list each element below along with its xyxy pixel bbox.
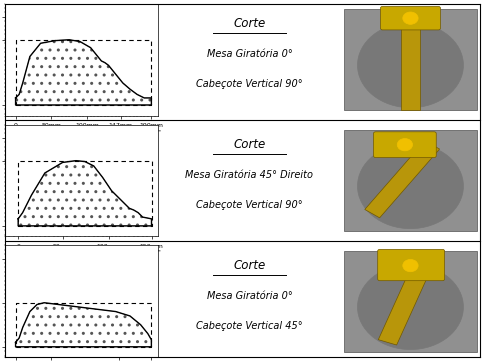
Text: Corte: Corte xyxy=(233,17,265,30)
FancyBboxPatch shape xyxy=(343,251,476,352)
Text: Cabeçote Vertical 45°: Cabeçote Vertical 45° xyxy=(196,321,302,331)
Text: Cabeçote Vertical 90°: Cabeçote Vertical 90° xyxy=(196,200,302,210)
Text: Corte: Corte xyxy=(233,259,265,272)
Text: Mesa Giratória 0°: Mesa Giratória 0° xyxy=(206,49,292,59)
Bar xyxy=(400,7,419,110)
Polygon shape xyxy=(18,161,151,226)
X-axis label: (L - Comprimento): (L - Comprimento) xyxy=(46,135,116,144)
Circle shape xyxy=(402,12,417,24)
FancyBboxPatch shape xyxy=(380,6,439,30)
Text: Mesa Giratória 0°: Mesa Giratória 0° xyxy=(206,291,292,301)
FancyBboxPatch shape xyxy=(373,132,435,157)
FancyBboxPatch shape xyxy=(364,141,439,218)
Circle shape xyxy=(357,265,463,349)
X-axis label: (L - Comprimento): (L - Comprimento) xyxy=(46,256,116,265)
Polygon shape xyxy=(15,40,151,105)
Text: Cabeçote Vertical 90°: Cabeçote Vertical 90° xyxy=(196,79,302,89)
Circle shape xyxy=(396,139,412,151)
Circle shape xyxy=(357,144,463,229)
Circle shape xyxy=(357,23,463,108)
FancyBboxPatch shape xyxy=(343,9,476,110)
FancyBboxPatch shape xyxy=(378,250,436,345)
Circle shape xyxy=(402,260,417,272)
Polygon shape xyxy=(15,303,151,347)
Text: Mesa Giratória 45° Direito: Mesa Giratória 45° Direito xyxy=(185,170,313,180)
FancyBboxPatch shape xyxy=(343,130,476,231)
FancyBboxPatch shape xyxy=(377,249,444,281)
Text: Corte: Corte xyxy=(233,138,265,151)
